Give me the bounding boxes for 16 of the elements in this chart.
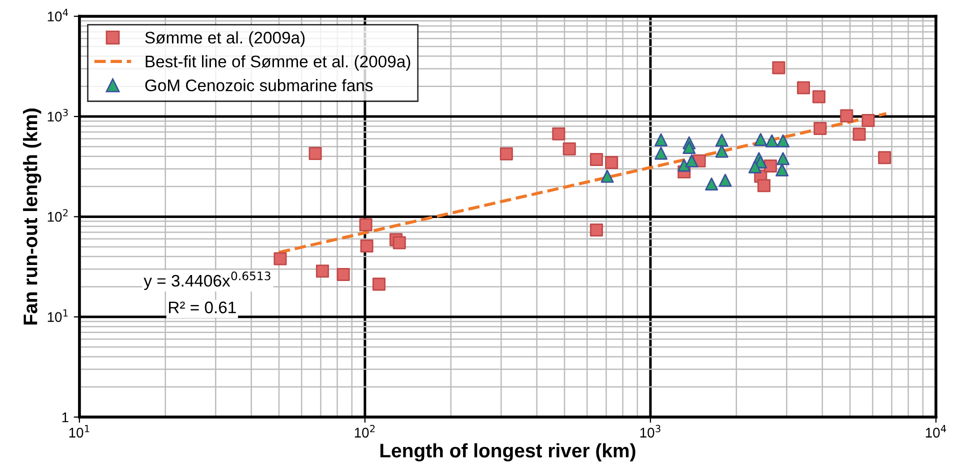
legend-label: Sømme et al. (2009a) — [145, 31, 305, 47]
x-tick-label: 10$^{2}$ — [354, 424, 375, 438]
x-axis-title: Length of longest river (km) — [380, 443, 636, 462]
legend-label: Best-fit line of Sømme et al. (2009a) — [146, 55, 410, 71]
x-tick-label: 10$^{3}$ — [640, 424, 660, 438]
annotation: y = 3.4406x$^{0.6513}$ — [144, 271, 270, 290]
y-tick-label: 10$^{3}$ — [48, 108, 68, 122]
legend-label: GoM Cenozoic submarine fans — [145, 79, 373, 92]
y-tick-label: 1 — [62, 412, 68, 422]
y-tick-label: 10$^{2}$ — [48, 209, 68, 222]
y-tick-label: 10$^{4}$ — [48, 8, 68, 22]
annotation: R² = 0.61 — [169, 302, 236, 314]
y-axis-title: Fan run-out length (km) — [23, 108, 42, 324]
x-tick-label: 10$^{1}$ — [69, 425, 90, 438]
y-tick-label: 10$^{1}$ — [48, 309, 68, 322]
x-tick-label: 10$^{4}$ — [926, 425, 946, 438]
